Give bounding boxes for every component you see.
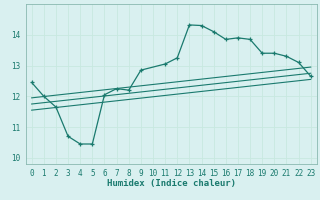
X-axis label: Humidex (Indice chaleur): Humidex (Indice chaleur): [107, 179, 236, 188]
